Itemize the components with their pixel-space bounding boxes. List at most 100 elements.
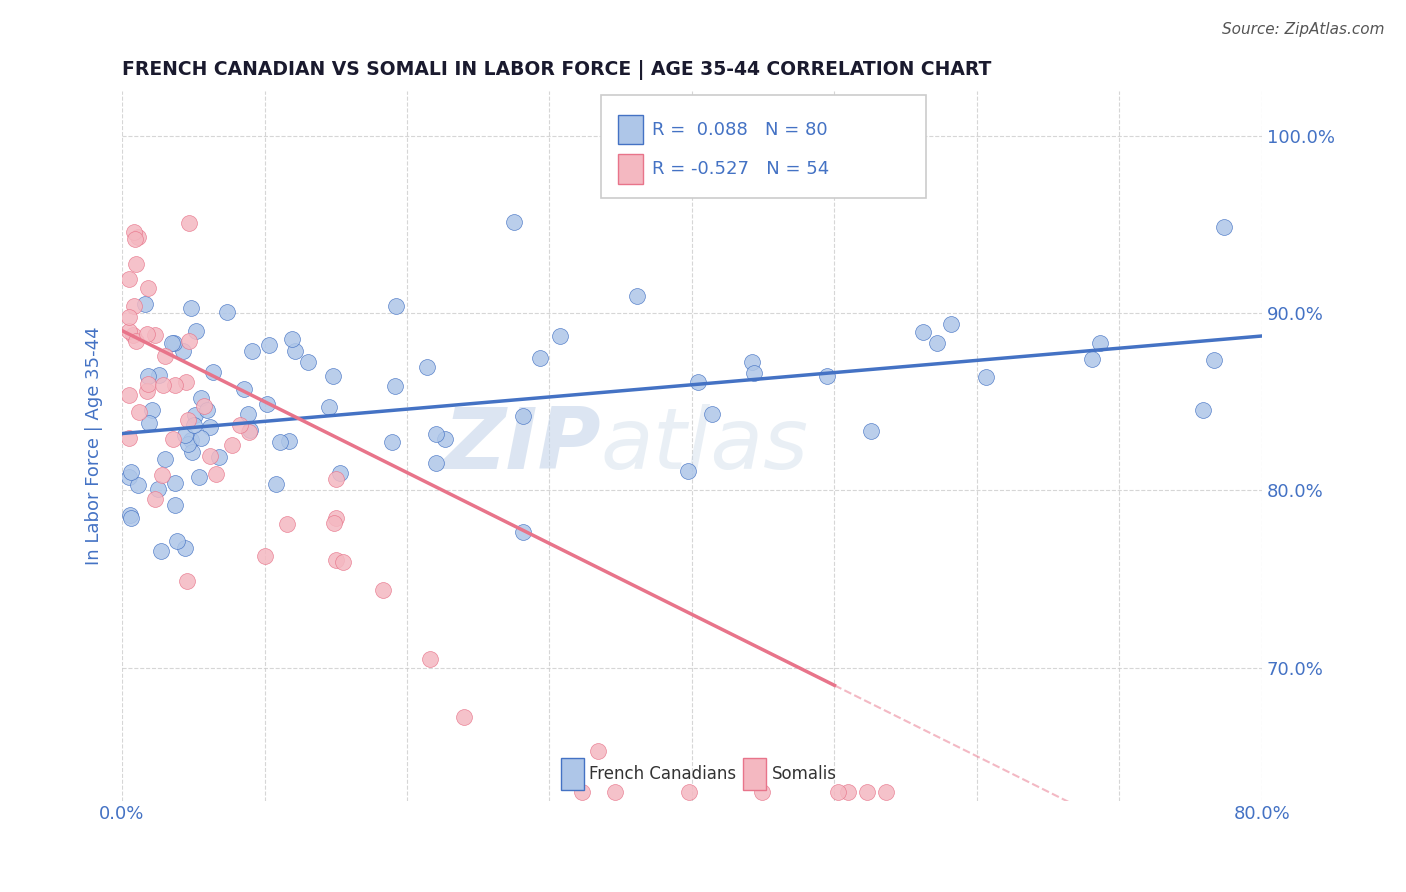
Point — [238, 425, 260, 439]
Point — [827, 785, 849, 799]
Point — [141, 403, 163, 417]
Point — [180, 433, 202, 447]
Point — [125, 257, 148, 271]
Point — [165, 475, 187, 490]
Point — [205, 467, 228, 481]
Point — [153, 452, 176, 467]
Point — [751, 785, 773, 799]
FancyBboxPatch shape — [744, 757, 766, 789]
Point — [118, 387, 141, 401]
Point — [149, 544, 172, 558]
Point — [118, 469, 141, 483]
Point — [208, 450, 231, 464]
Point — [134, 296, 156, 310]
Point — [1213, 220, 1236, 235]
Point — [145, 328, 167, 343]
Point — [122, 225, 145, 239]
Point — [136, 369, 159, 384]
Point — [174, 428, 197, 442]
Point — [160, 335, 183, 350]
Point — [188, 470, 211, 484]
Point — [190, 431, 212, 445]
Point — [233, 382, 256, 396]
FancyBboxPatch shape — [617, 154, 643, 184]
Text: ZIP: ZIP — [443, 404, 600, 487]
Point — [1088, 335, 1111, 350]
Point — [162, 432, 184, 446]
Point — [419, 652, 441, 666]
Point — [626, 289, 648, 303]
Point — [128, 405, 150, 419]
Point — [318, 400, 340, 414]
Point — [912, 325, 935, 339]
Point — [503, 215, 526, 229]
Point — [254, 549, 277, 564]
Point — [136, 281, 159, 295]
Point — [678, 785, 700, 799]
Point — [146, 483, 169, 497]
Point — [120, 465, 142, 479]
Point — [180, 301, 202, 315]
Point — [198, 449, 221, 463]
Point — [1081, 351, 1104, 366]
Point — [741, 355, 763, 369]
Point — [179, 216, 201, 230]
Point — [166, 534, 188, 549]
Point — [135, 384, 157, 398]
FancyBboxPatch shape — [600, 95, 925, 198]
Point — [371, 583, 394, 598]
Point — [120, 510, 142, 524]
Point — [416, 360, 439, 375]
FancyBboxPatch shape — [561, 757, 583, 789]
Point — [163, 498, 186, 512]
Point — [118, 272, 141, 286]
Point — [325, 511, 347, 525]
Point — [453, 710, 475, 724]
Point — [329, 466, 352, 480]
Point — [177, 334, 200, 348]
Point — [927, 336, 949, 351]
Point — [176, 413, 198, 427]
Point — [322, 368, 344, 383]
Point — [198, 420, 221, 434]
Point — [322, 516, 344, 530]
Point — [184, 408, 207, 422]
Point — [325, 471, 347, 485]
Point — [257, 338, 280, 352]
Point — [385, 300, 408, 314]
Point — [150, 467, 173, 482]
Point — [173, 541, 195, 555]
Point — [172, 344, 194, 359]
Point — [239, 423, 262, 437]
Point — [155, 349, 177, 363]
Point — [215, 304, 238, 318]
Point — [941, 318, 963, 332]
Point — [163, 336, 186, 351]
Point — [702, 407, 724, 421]
Point — [183, 418, 205, 433]
Point — [686, 375, 709, 389]
Point — [176, 574, 198, 589]
Point — [181, 445, 204, 459]
Point — [177, 437, 200, 451]
Text: atlas: atlas — [600, 404, 808, 487]
Point — [193, 399, 215, 413]
Point — [221, 438, 243, 452]
Point — [603, 785, 626, 799]
Text: R =  0.088   N = 80: R = 0.088 N = 80 — [652, 120, 828, 138]
Point — [121, 328, 143, 343]
Point — [284, 343, 307, 358]
Point — [236, 407, 259, 421]
Point — [152, 378, 174, 392]
Point — [118, 324, 141, 338]
Point — [512, 409, 534, 423]
Point — [815, 369, 838, 384]
Point — [135, 326, 157, 341]
Point — [118, 508, 141, 523]
Point — [138, 416, 160, 430]
Text: Somalis: Somalis — [772, 764, 837, 782]
Point — [586, 744, 609, 758]
Point — [136, 377, 159, 392]
Text: French Canadians: French Canadians — [589, 764, 737, 782]
Point — [875, 785, 897, 799]
